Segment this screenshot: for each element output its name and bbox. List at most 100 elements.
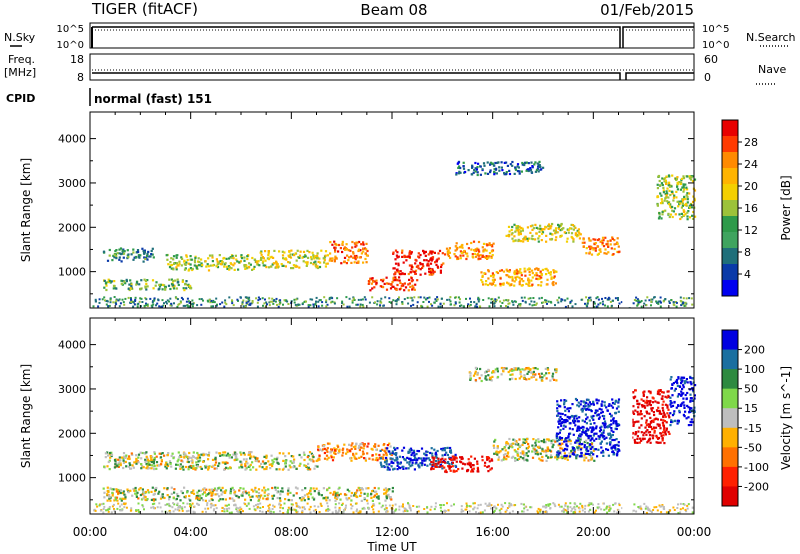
colorbar-swatch [722, 216, 738, 233]
title-right: 01/Feb/2015 [600, 1, 694, 19]
colorbar-tick-label: -15 [744, 422, 762, 435]
colorbar-tick-label: 24 [744, 158, 758, 171]
velocity-data [93, 319, 697, 514]
cpid-strip: CPID normal (fast) 151 [6, 88, 694, 106]
xtick-label: 08:00 [274, 525, 309, 539]
colorbar-swatch [722, 349, 738, 370]
freq-label-2: [MHz] [4, 66, 36, 79]
nsearch-tick-bottom: 10^0 [702, 40, 729, 51]
colorbar-swatch [722, 486, 738, 507]
power-region-7 [444, 240, 495, 261]
colorbar-swatch [722, 152, 738, 169]
colorbar-swatch [722, 447, 738, 468]
nsky-tick-bottom: 10^0 [57, 40, 84, 51]
power-data-gap [622, 113, 633, 307]
colorbar-swatch [722, 330, 738, 351]
velocity-ytick-label: 4000 [58, 339, 86, 352]
power-near-range-strip [92, 296, 694, 308]
velocity-region-0 [103, 451, 319, 471]
colorbar-tick-label: 15 [744, 402, 758, 415]
nsky-tick-top: 10^5 [57, 24, 84, 35]
power-region-10 [581, 236, 621, 256]
xtick-label: 16:00 [475, 525, 510, 539]
power-ylabel: Slant Range [km] [19, 158, 33, 262]
power-region-6 [392, 249, 445, 276]
x-axis-label: Time UT [366, 540, 417, 554]
colorbar-swatch [722, 184, 738, 201]
xtick-label: 20:00 [576, 525, 611, 539]
freq-label-1: Freq. [8, 53, 35, 66]
colorbar-tick-label: 16 [744, 202, 758, 215]
velocity-region-7 [631, 389, 671, 445]
velocity-region-2 [316, 442, 393, 462]
cpid-value: normal (fast) 151 [94, 92, 212, 106]
colorbar-swatch [722, 408, 738, 429]
nsky-strip: N.Sky 10^5 10^0 10^5 10^0 N.Search [4, 22, 796, 51]
velocity-region-1 [102, 486, 394, 502]
velocity-ytick-label: 2000 [58, 427, 86, 440]
colorbar-swatch [722, 120, 738, 137]
colorbar-swatch [722, 280, 738, 297]
power-region-3 [253, 249, 332, 270]
colorbar-swatch [722, 232, 738, 249]
velocity-region-6 [555, 397, 621, 458]
xtick-label: 12:00 [375, 525, 410, 539]
power-region-4 [329, 240, 369, 265]
power-label: Power [dB] [779, 175, 793, 240]
colorbar-tick-label: 28 [744, 136, 758, 149]
colorbar-swatch [722, 200, 738, 217]
xtick-label: 04:00 [173, 525, 208, 539]
colorbar-swatch [722, 168, 738, 185]
velocity-region-4 [430, 455, 494, 474]
velocity-colorbar: 200 100 50 15 -15 -50 -100 -200 Velocity [m s^-1… [721, 329, 793, 507]
power-data [92, 113, 697, 308]
power-region-9 [505, 222, 582, 243]
power-ytick-label: 2000 [58, 221, 86, 234]
nave-tick-top: 60 [704, 53, 718, 66]
power-region-8 [480, 267, 558, 287]
power-region-2 [165, 253, 256, 272]
colorbar-tick-label: -100 [744, 461, 769, 474]
velocity-near-range-strip [93, 502, 694, 514]
xtick-label: 00:00 [677, 525, 712, 539]
nsky-label: N.Sky [4, 31, 36, 44]
power-region-11 [656, 174, 697, 221]
power-region-0 [102, 247, 155, 263]
nave-tick-bottom: 0 [704, 71, 711, 84]
power-colorbar: 28 24 20 16 12 8 4 Power [dB] [721, 119, 793, 297]
power-panel: 4000 3000 2000 1000 Slant Range [km] [19, 111, 697, 309]
colorbar-tick-label: 4 [744, 268, 751, 281]
velocity-data-gap [622, 319, 633, 513]
colorbar-tick-label: 8 [744, 246, 751, 259]
colorbar-tick-label: -50 [744, 441, 762, 454]
nave-label: Nave [758, 63, 786, 76]
title-center: Beam 08 [360, 1, 427, 19]
power-ytick-label: 4000 [58, 133, 86, 146]
velocity-region-9 [468, 366, 558, 383]
colorbar-tick-label: 20 [744, 180, 758, 193]
power-region-1 [103, 278, 193, 292]
colorbar-tick-label: 12 [744, 224, 758, 237]
colorbar-swatch [722, 466, 738, 487]
colorbar-swatch [722, 248, 738, 265]
velocity-ytick-label: 1000 [58, 472, 86, 485]
velocity-label: Velocity [m s^-1] [779, 366, 793, 470]
cpid-label: CPID [6, 92, 35, 105]
colorbar-swatch [722, 369, 738, 390]
colorbar-tick-label: -200 [744, 480, 769, 493]
power-axes: 4000 3000 2000 1000 Slant Range [km] [19, 111, 695, 309]
nsearch-tick-top: 10^5 [702, 24, 729, 35]
freq-strip: Freq. [MHz] 18 8 60 0 Nave [4, 53, 786, 85]
colorbar-tick-label: 100 [744, 363, 765, 376]
velocity-ylabel: Slant Range [km] [19, 364, 33, 468]
colorbar-tick-label: 200 [744, 344, 765, 357]
colorbar-swatch [722, 427, 738, 448]
power-region-5 [367, 276, 419, 292]
power-ytick-label: 1000 [58, 266, 86, 279]
colorbar-tick-label: 50 [744, 383, 758, 396]
velocity-panel: 4000 3000 2000 1000 Slant Range [km] 00:00 04:… [19, 317, 712, 539]
colorbar-swatch [722, 136, 738, 153]
power-region-12 [455, 160, 545, 177]
colorbar-swatch [722, 264, 738, 281]
